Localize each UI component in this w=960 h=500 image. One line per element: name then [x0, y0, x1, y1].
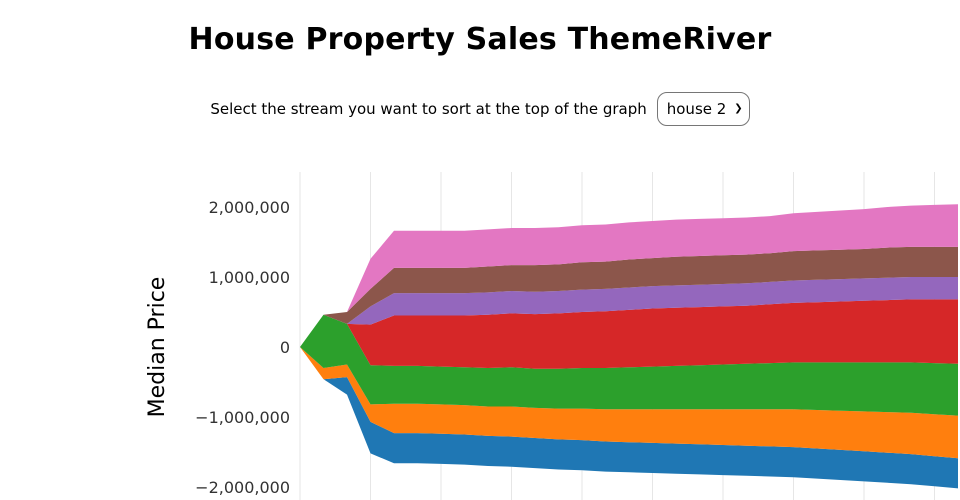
stream-area-3[interactable] — [300, 314, 958, 416]
y-tick-label: 1,000,000 — [209, 268, 290, 287]
y-tick-label: 0 — [280, 338, 290, 357]
stream-area-7[interactable] — [300, 204, 958, 347]
y-tick-label: 2,000,000 — [209, 198, 290, 217]
y-axis: 2,000,000 1,000,000 0 −1,000,000 −2,000,000 — [195, 198, 290, 497]
stream-select[interactable]: house 2 ❯ — [656, 92, 750, 126]
y-tick-label: −2,000,000 — [195, 478, 290, 497]
sort-controls: Select the stream you want to sort at th… — [0, 92, 960, 126]
y-axis-label: Median Price — [145, 277, 170, 418]
stream-area-5[interactable] — [300, 277, 958, 347]
stream-area-1[interactable] — [300, 347, 958, 489]
stream-areas — [300, 204, 958, 489]
stream-area-4[interactable] — [300, 299, 958, 369]
sort-label: Select the stream you want to sort at th… — [210, 100, 647, 118]
chevron-down-icon: ❯ — [734, 103, 743, 114]
y-tick-label: −1,000,000 — [195, 408, 290, 427]
stream-select-value: house 2 — [666, 100, 727, 118]
stream-area-2[interactable] — [300, 347, 958, 459]
page-title: House Property Sales ThemeRiver — [188, 22, 772, 57]
stream-area-6[interactable] — [300, 246, 958, 347]
